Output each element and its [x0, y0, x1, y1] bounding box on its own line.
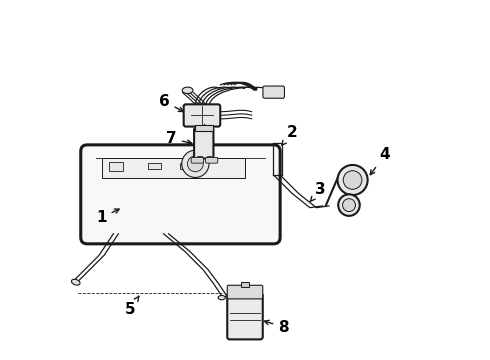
Ellipse shape: [72, 279, 80, 285]
FancyBboxPatch shape: [184, 104, 220, 127]
Circle shape: [188, 156, 203, 172]
FancyBboxPatch shape: [205, 157, 218, 163]
Bar: [180, 163, 190, 168]
Ellipse shape: [182, 87, 193, 94]
Text: 2: 2: [282, 125, 298, 145]
FancyBboxPatch shape: [194, 128, 214, 158]
Ellipse shape: [218, 296, 225, 300]
Text: 6: 6: [159, 94, 183, 112]
Text: 8: 8: [265, 320, 289, 334]
Bar: [148, 163, 161, 169]
Bar: [109, 162, 123, 171]
Bar: [207, 156, 211, 161]
Text: 1: 1: [97, 209, 119, 225]
FancyBboxPatch shape: [263, 86, 285, 98]
Bar: [195, 125, 213, 131]
Text: 5: 5: [125, 296, 139, 316]
Bar: [197, 156, 201, 161]
Circle shape: [343, 199, 355, 212]
Text: 4: 4: [370, 147, 390, 175]
FancyBboxPatch shape: [227, 293, 263, 339]
Bar: [101, 158, 245, 178]
Circle shape: [182, 150, 209, 177]
Circle shape: [338, 165, 368, 195]
Circle shape: [343, 171, 362, 189]
Text: 7: 7: [166, 131, 192, 146]
Text: 3: 3: [310, 182, 326, 202]
FancyBboxPatch shape: [191, 157, 203, 163]
Bar: [242, 282, 248, 287]
FancyBboxPatch shape: [81, 145, 280, 244]
FancyBboxPatch shape: [227, 285, 263, 299]
Circle shape: [338, 194, 360, 216]
